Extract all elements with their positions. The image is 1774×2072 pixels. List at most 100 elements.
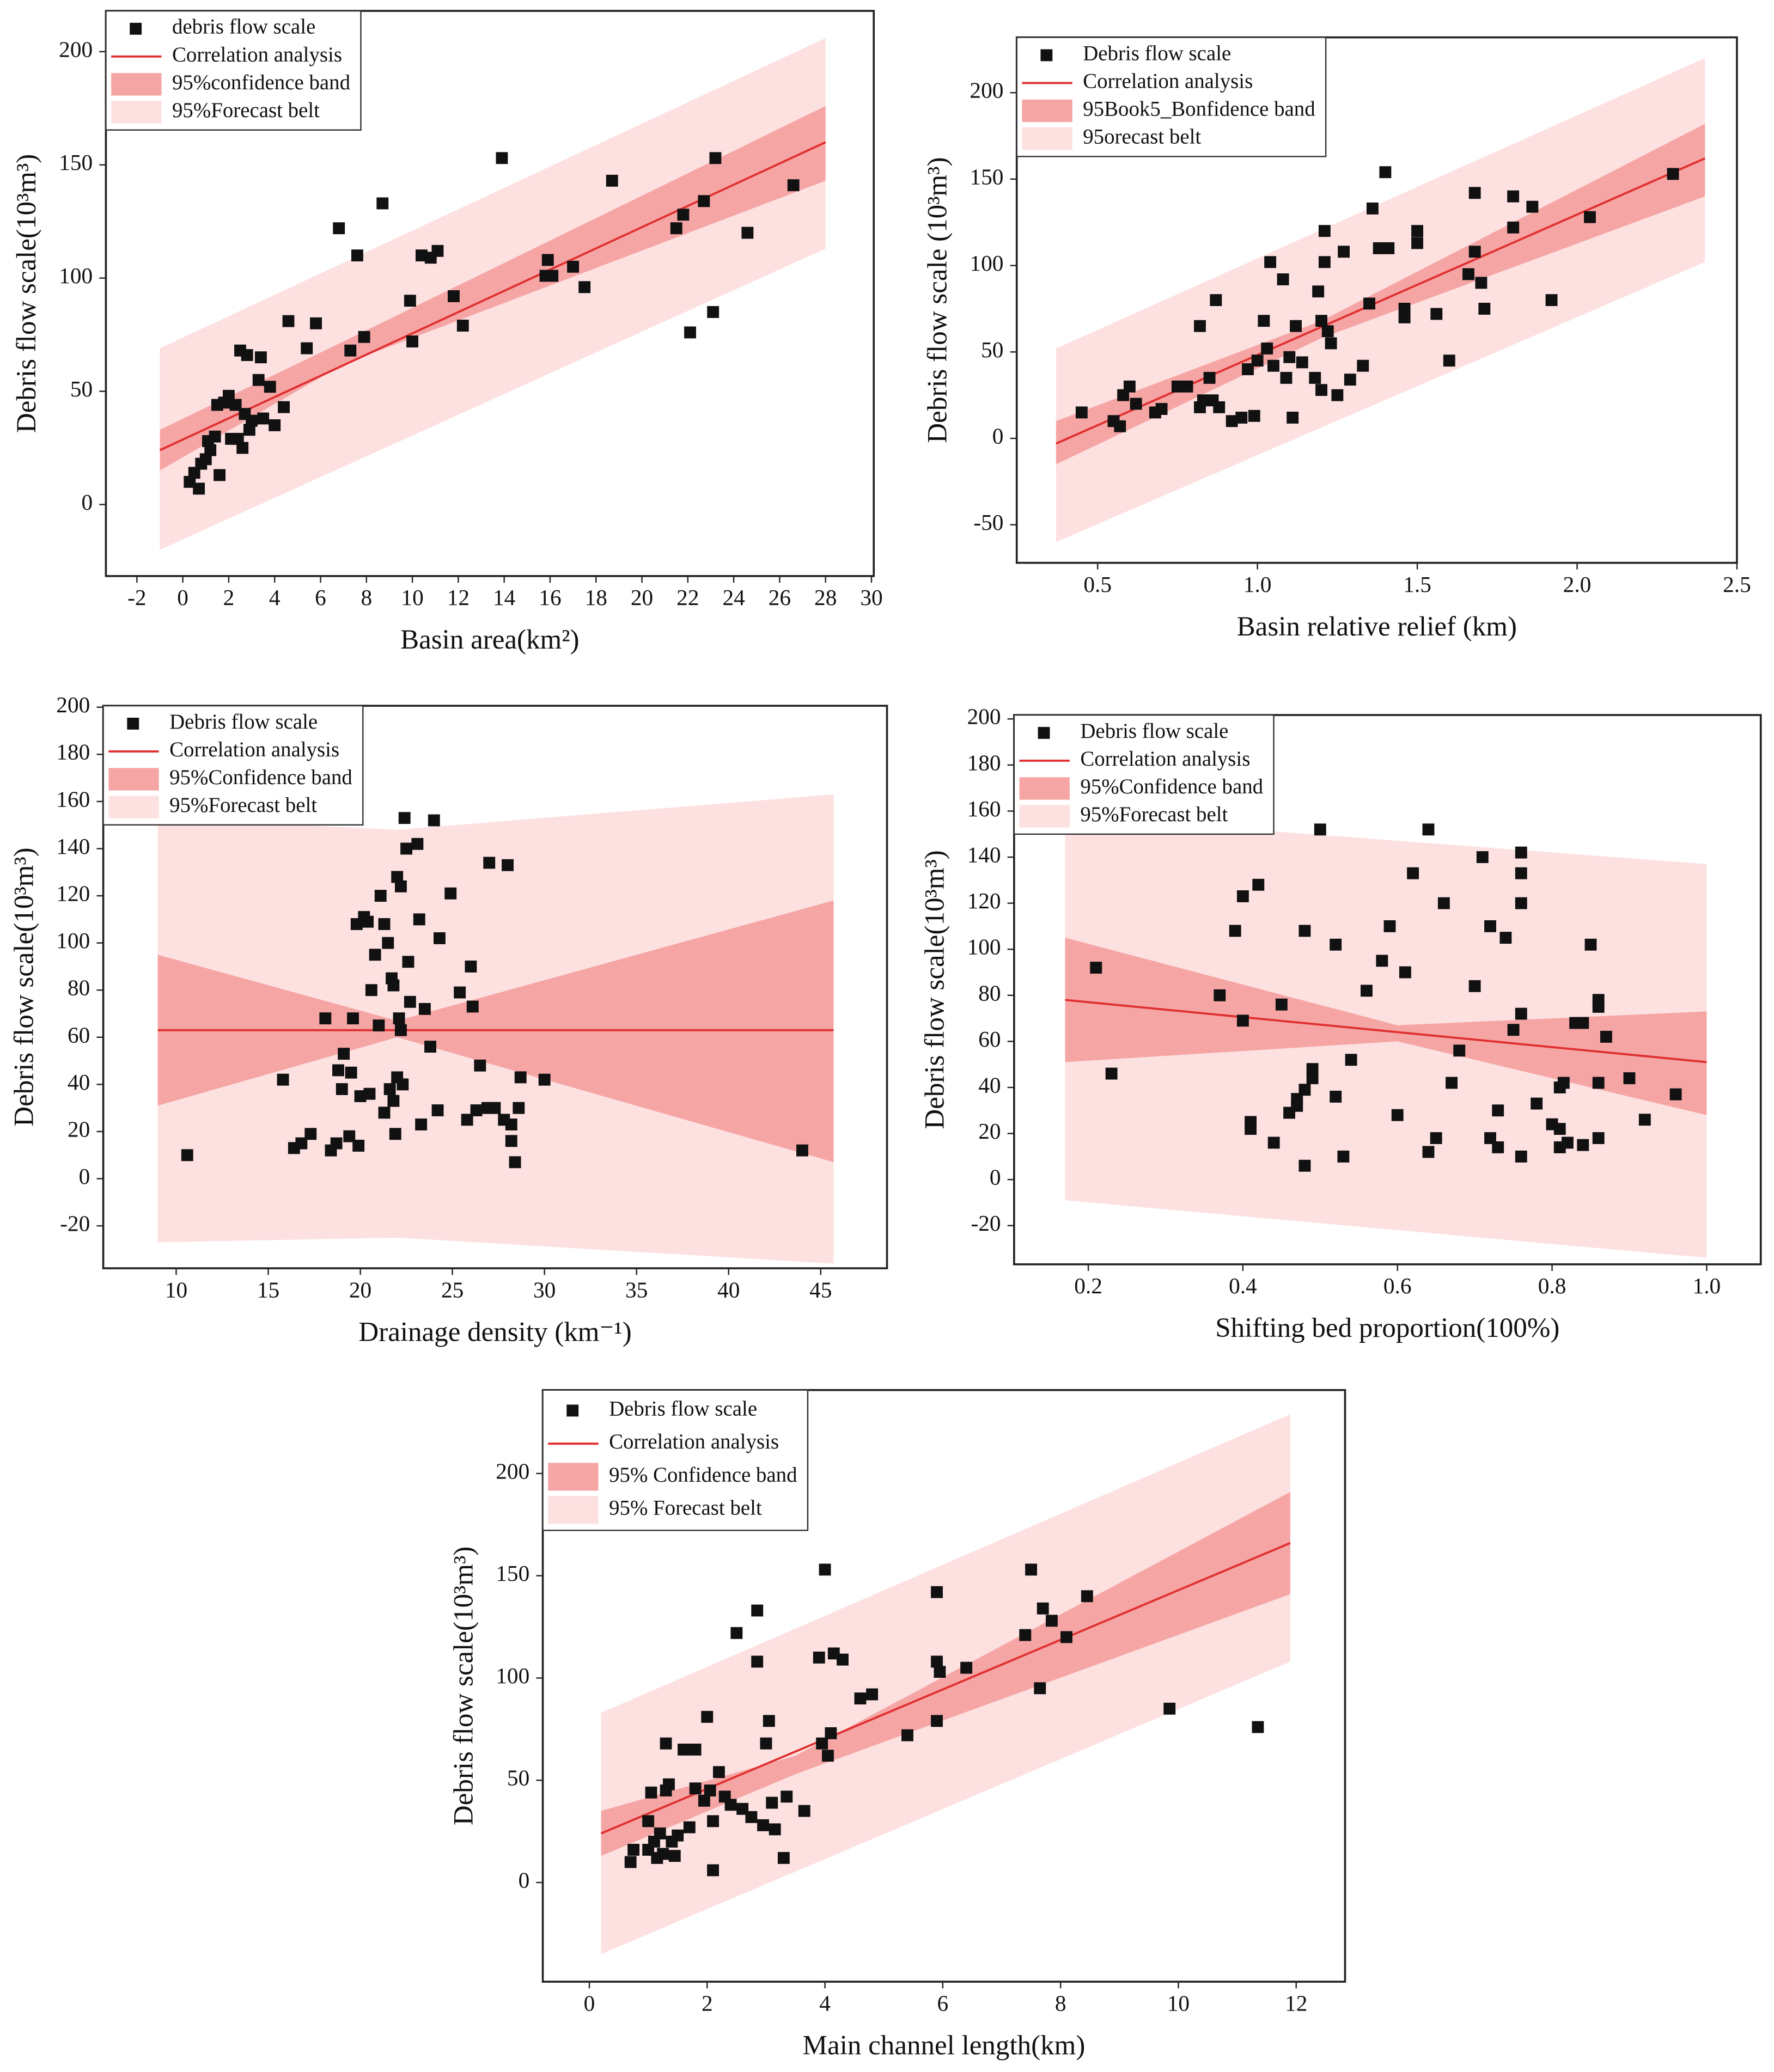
point — [354, 1090, 367, 1102]
point — [1667, 168, 1679, 180]
point — [1130, 398, 1142, 410]
y-tick-label: 200 — [496, 1458, 529, 1483]
point — [389, 1128, 401, 1140]
point — [1236, 1014, 1249, 1027]
x-tick-label: -2 — [127, 585, 146, 610]
y-tick-label: 50 — [507, 1765, 529, 1790]
point — [798, 1805, 810, 1817]
point — [374, 890, 387, 902]
point — [184, 475, 196, 488]
point — [343, 1130, 356, 1142]
point — [1411, 237, 1423, 249]
legend-marker — [1022, 127, 1072, 150]
point — [751, 1604, 764, 1617]
point — [1309, 371, 1321, 384]
legend-label: Debris flow scale — [609, 1397, 757, 1420]
x-tick-label: 4 — [269, 585, 281, 610]
point — [434, 932, 446, 944]
legend-label: 95%Confidence band — [169, 766, 352, 789]
point — [277, 1073, 289, 1086]
point — [1155, 403, 1168, 415]
chart: 0 2 4 6 8 10 12 0 50 100 150 200 Main channel length… — [448, 1389, 1346, 2061]
x-tick-label: 30 — [860, 585, 882, 610]
point — [496, 152, 508, 164]
point — [1314, 823, 1326, 836]
point — [241, 349, 253, 361]
point — [1379, 166, 1392, 179]
point — [264, 381, 276, 393]
legend-label: Debris flow scale — [1080, 719, 1228, 743]
point — [304, 1128, 317, 1140]
point — [1203, 371, 1216, 384]
point — [1045, 1615, 1058, 1627]
y-tick-label: 150 — [496, 1561, 529, 1586]
point — [1399, 966, 1411, 979]
y-tick-label: 160 — [56, 786, 90, 811]
point — [1318, 256, 1331, 268]
point — [1090, 962, 1102, 974]
x-tick-label: 22 — [676, 585, 699, 610]
legend-marker — [108, 796, 159, 818]
point — [1383, 920, 1396, 932]
point — [1507, 1024, 1520, 1036]
point — [1515, 867, 1527, 879]
y-tick-label: 200 — [967, 704, 1001, 729]
point — [338, 1048, 350, 1060]
point — [931, 1586, 943, 1598]
point — [1267, 359, 1279, 372]
legend-marker — [1022, 99, 1072, 123]
point — [960, 1661, 973, 1674]
point — [1577, 1139, 1589, 1151]
point — [424, 1041, 436, 1053]
x-tick-label: 40 — [717, 1277, 740, 1302]
x-tick-label: 2 — [702, 1990, 713, 2015]
point — [1267, 1136, 1280, 1149]
legend-marker — [566, 1404, 579, 1417]
point — [1373, 242, 1385, 254]
point — [1283, 351, 1296, 363]
point — [351, 249, 363, 262]
x-tick-label: 10 — [401, 585, 423, 610]
y-axis-label: Debris flow scale(10³m³) — [11, 154, 42, 433]
point — [347, 1012, 359, 1025]
point — [363, 1087, 376, 1100]
point — [1476, 851, 1489, 863]
point — [395, 1024, 407, 1036]
x-tick-label: 0.2 — [1074, 1273, 1102, 1298]
point — [769, 1823, 781, 1836]
point — [1337, 1150, 1350, 1163]
point — [456, 320, 469, 332]
point — [387, 979, 400, 992]
point — [578, 281, 591, 294]
x-axis-label: Main channel length(km) — [803, 2030, 1086, 2061]
point — [204, 444, 217, 456]
plot-area — [1056, 58, 1706, 542]
chart: 0.2 0.4 0.6 0.8 1.0 -20 0 20 40 60 80 100 120 140 160 1… — [920, 704, 1762, 1343]
x-tick-label: 6 — [315, 585, 326, 610]
point — [513, 1102, 525, 1114]
legend-marker — [1019, 777, 1070, 800]
plot-area — [1065, 815, 1707, 1258]
band — [1056, 124, 1705, 464]
point — [678, 1743, 690, 1756]
y-tick-label: 100 — [967, 934, 1001, 959]
point — [1291, 1099, 1303, 1112]
point — [1484, 1132, 1496, 1144]
point — [404, 995, 416, 1008]
x-tick-label: 4 — [819, 1990, 831, 2015]
point — [474, 1059, 486, 1072]
x-tick-label: 1.0 — [1243, 572, 1272, 597]
x-tick-label: 2.5 — [1723, 572, 1751, 597]
point — [689, 1743, 702, 1756]
point — [724, 1799, 737, 1811]
point — [448, 290, 460, 302]
point — [1245, 1123, 1257, 1135]
point — [254, 351, 267, 364]
y-axis-label: Debris flow scale(10³m³) — [448, 1547, 479, 1825]
point — [781, 1790, 793, 1803]
point — [1443, 354, 1455, 367]
point — [1306, 1072, 1319, 1084]
point — [345, 1066, 357, 1079]
point — [1437, 897, 1450, 909]
legend-label: 95%Forecast belt — [1080, 803, 1228, 826]
